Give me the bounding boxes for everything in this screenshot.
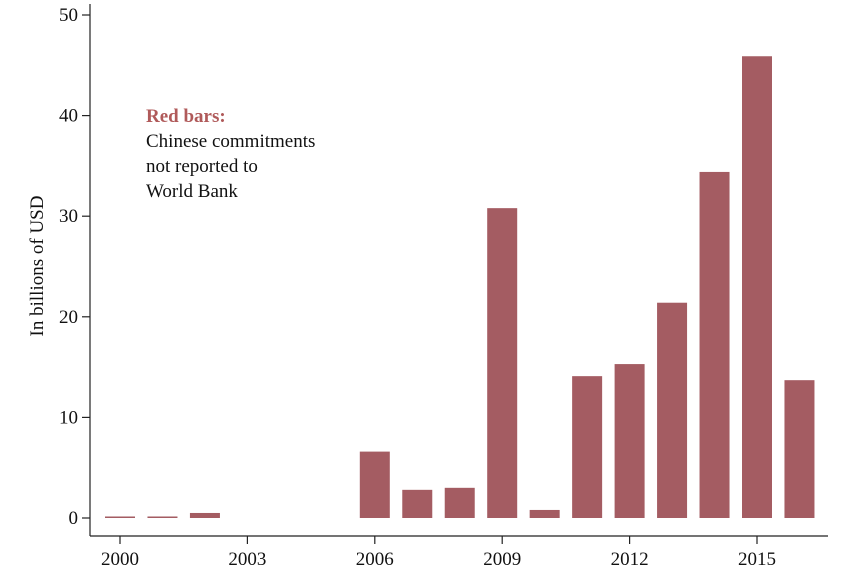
annotation-line-3: World Bank	[146, 181, 238, 202]
bar-2014	[699, 171, 730, 518]
y-tick-label: 50	[59, 5, 78, 26]
annotation-title: Red bars:	[146, 106, 226, 127]
x-tick-label: 2009	[483, 549, 521, 570]
x-tick-label: 2006	[356, 549, 394, 570]
bar-2002	[189, 512, 220, 518]
y-tick-label: 0	[69, 508, 79, 529]
y-axis-label: In billions of USD	[27, 196, 48, 337]
annotation-line-2: not reported to	[146, 156, 258, 177]
x-tick-label: 2000	[101, 549, 139, 570]
bar-2000	[105, 516, 135, 518]
y-ticks: 0 10 20 30 40 50	[59, 5, 90, 529]
bar-2006	[359, 451, 390, 518]
annotation: Red bars: Chinese commitments not report…	[146, 104, 315, 204]
axes	[89, 4, 828, 537]
bar-2015	[742, 56, 772, 518]
bar-2016	[784, 380, 815, 518]
bar-2011	[572, 376, 603, 518]
bar-2008	[444, 487, 475, 518]
x-tick-label: 2003	[228, 549, 266, 570]
bar-2013	[657, 302, 688, 518]
y-tick-label: 30	[59, 206, 78, 227]
x-ticks: 2000 2003 2006 2009 2012 2015	[101, 536, 776, 570]
bars	[105, 56, 815, 519]
y-tick-label: 40	[59, 106, 78, 127]
bar-2012	[614, 364, 645, 518]
y-tick-label: 20	[59, 307, 78, 328]
x-tick-label: 2012	[611, 549, 649, 570]
bar-2009	[487, 208, 518, 519]
bar-2001	[147, 516, 178, 518]
y-tick-label: 10	[59, 407, 78, 428]
annotation-line-1: Chinese commitments	[146, 131, 316, 152]
bar-2010	[529, 509, 560, 518]
x-tick-label: 2015	[738, 549, 776, 570]
bar-2007	[402, 489, 433, 518]
